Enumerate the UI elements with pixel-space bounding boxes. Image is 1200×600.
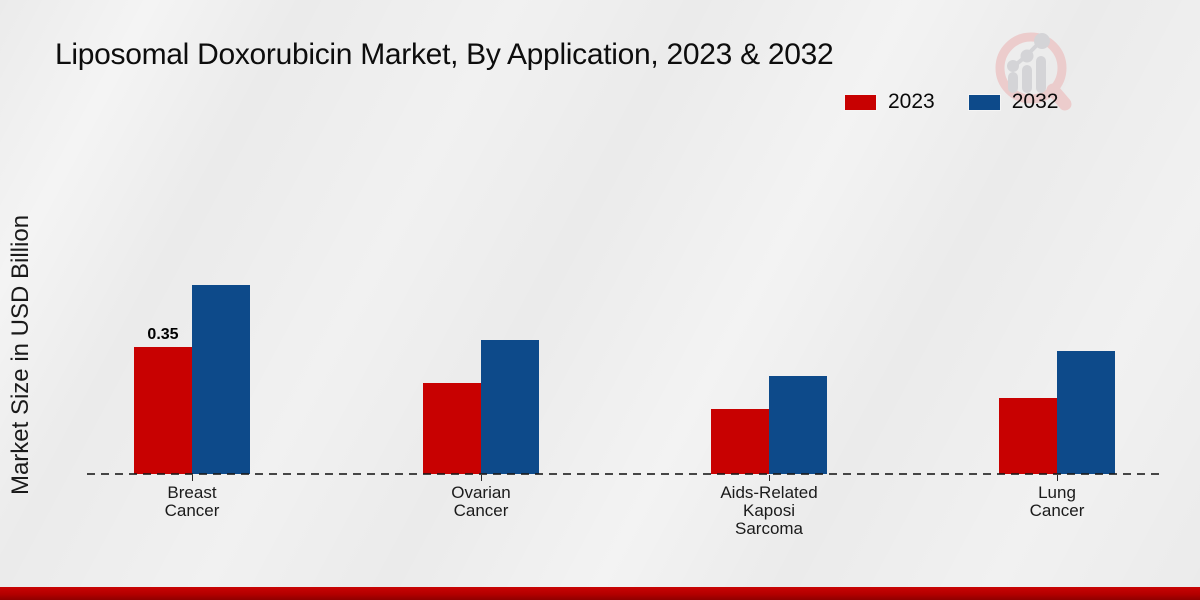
legend-item-2032: 2032: [968, 90, 1059, 114]
x-axis-tick: [192, 475, 193, 481]
bar-2032-lung-cancer: [1057, 351, 1115, 474]
category-label-line: Breast: [167, 483, 217, 502]
category-label-breast-cancer: Breast Cancer: [92, 484, 292, 520]
legend-item-2023: 2023: [845, 90, 935, 114]
category-label-lung-cancer: Lung Cancer: [957, 484, 1157, 520]
bar-2023-lung-cancer: [999, 398, 1057, 474]
category-label-line: Cancer: [453, 501, 509, 520]
legend-label: 2023: [888, 90, 935, 113]
category-label-ovarian-cancer: Ovarian Cancer: [381, 484, 581, 520]
category-label-line: Cancer: [164, 501, 220, 520]
category-label-line: Lung: [1038, 483, 1076, 502]
bar-2023-ovarian-cancer: [423, 383, 481, 474]
category-label-line: Cancer: [1029, 501, 1085, 520]
bar-2032-ovarian-cancer: [481, 340, 539, 474]
bar-2032-aids-related-kaposi-sarcoma: [769, 376, 827, 474]
x-axis-tick: [481, 475, 482, 481]
category-label-aids-related-kaposi-sarcoma: Aids-Related Kaposi Sarcoma: [669, 484, 869, 538]
x-axis-line: [87, 473, 1165, 475]
x-axis-tick: [769, 475, 770, 481]
x-axis-tick: [1057, 475, 1058, 481]
category-label-line: Sarcoma: [734, 519, 804, 538]
legend-swatch-2032: [968, 94, 1000, 110]
category-label-line: Ovarian: [451, 483, 511, 502]
legend-label: 2032: [1011, 90, 1059, 113]
footer-accent-bar: [0, 587, 1200, 600]
chart-title: Liposomal Doxorubicin Market, By Applica…: [55, 38, 834, 71]
bar-2023-breast-cancer: [134, 347, 192, 474]
legend-swatch-2023: [845, 94, 876, 110]
y-axis-label: Market Size in USD Billion: [7, 214, 34, 496]
bar-2023-aids-related-kaposi-sarcoma: [711, 409, 769, 474]
category-label-line: Aids-Related: [720, 483, 818, 502]
bar-data-label: 0.35: [147, 326, 179, 343]
brand-watermark-icon: [985, 24, 1077, 121]
category-label-line: Kaposi: [743, 501, 795, 520]
legend: 2023 2032: [845, 90, 1058, 114]
bar-2032-breast-cancer: [192, 285, 250, 474]
magnifier-chart-logo-svg: [995, 32, 1072, 111]
